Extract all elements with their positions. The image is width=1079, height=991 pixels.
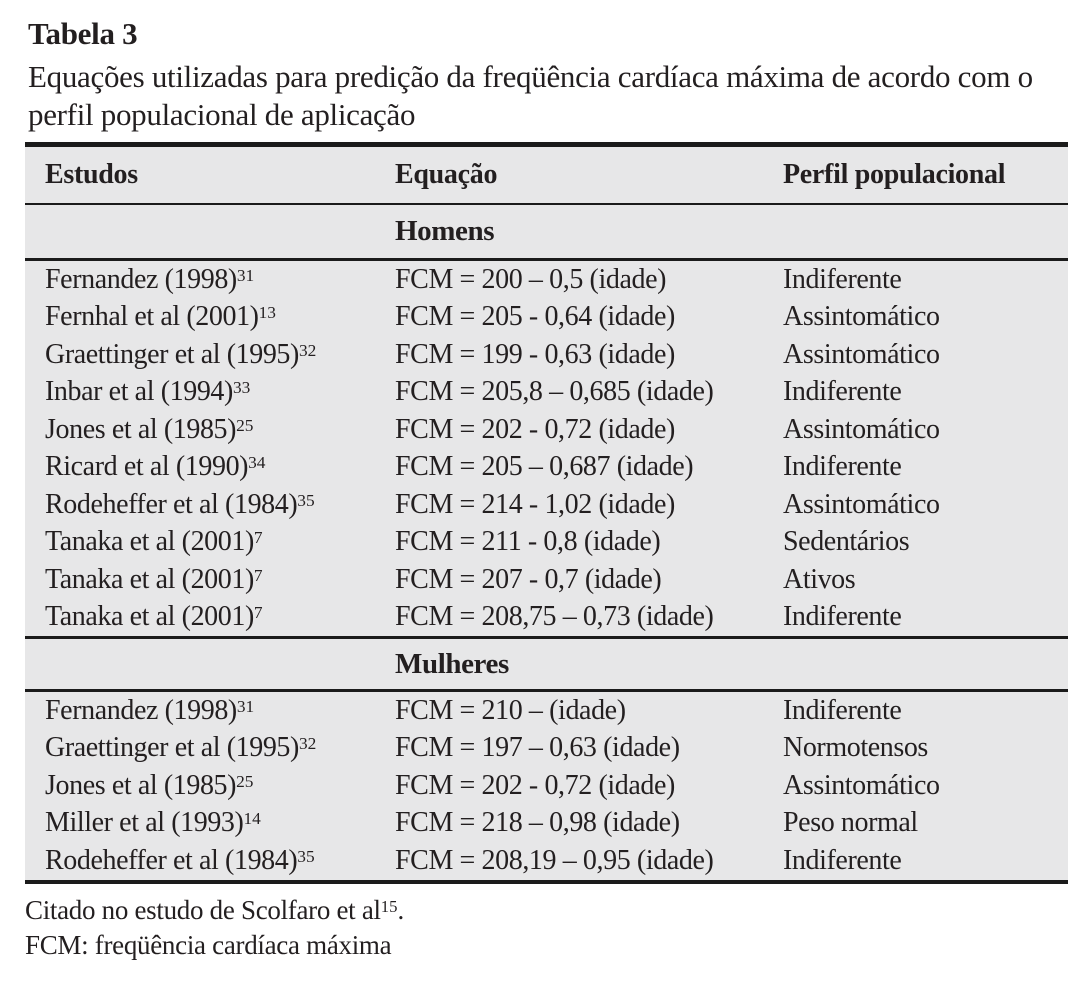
table-row: Tanaka et al (2001)7 FCM = 207 - 0,7 (ida… <box>25 561 1068 599</box>
column-header-estudos: Estudos <box>45 159 138 190</box>
table-row: Fernhal et al (2001)13 FCM = 205 - 0,64 (… <box>25 299 1068 337</box>
table-caption: Equações utilizadas para predição da fre… <box>28 59 1033 132</box>
profile-cell: Ativos <box>783 563 856 595</box>
profile-cell: Assintomático <box>783 338 940 370</box>
equation-cell: FCM = 208,75 – 0,73 (idade) <box>395 601 714 633</box>
paper-table-figure: Tabela 3 Equações utilizadas para prediç… <box>25 16 1068 963</box>
study-cell: Fernandez (1998)31 <box>45 694 255 726</box>
equation-cell: FCM = 205 – 0,687 (idade) <box>395 451 694 483</box>
profile-cell: Assintomático <box>783 488 940 520</box>
equation-cell: FCM = 207 - 0,7 (idade) <box>395 563 662 595</box>
table-row: Graettinger et al (1995)32 FCM = 199 - 0,… <box>25 336 1068 374</box>
reference-superscript: 7 <box>253 603 263 623</box>
table-footnotes: Citado no estudo de Scolfaro et al15. FCM… <box>25 893 1068 963</box>
table-row: Tanaka et al (2001)7 FCM = 211 - 0,8 (ida… <box>25 524 1068 562</box>
study-cell: Jones et al (1985)25 <box>45 413 254 445</box>
study-cell: Fernhal et al (2001)13 <box>45 301 276 333</box>
footnote-line: Citado no estudo de Scolfaro et al15. <box>25 894 404 925</box>
profile-cell: Indiferente <box>783 451 902 483</box>
study-cell: Inbar et al (1994)33 <box>45 376 251 408</box>
table-header-row: Estudos Equação Perfil populacional <box>25 147 1068 205</box>
equation-cell: FCM = 202 - 0,72 (idade) <box>395 769 675 801</box>
table-row: Rodeheffer et al (1984)35 FCM = 214 - 1,0… <box>25 486 1068 524</box>
equation-cell: FCM = 199 - 0,63 (idade) <box>395 338 675 370</box>
table-row: Graettinger et al (1995)32 FCM = 197 – 0,… <box>25 730 1068 768</box>
equation-cell: FCM = 197 – 0,63 (idade) <box>395 732 680 764</box>
reference-superscript: 7 <box>253 528 263 548</box>
equation-cell: FCM = 214 - 1,02 (idade) <box>395 488 675 520</box>
equation-cell: FCM = 208,19 – 0,95 (idade) <box>395 844 714 876</box>
footnote-line: FCM: freqüência cardíaca máxima <box>25 929 392 960</box>
study-cell: Graettinger et al (1995)32 <box>45 732 317 764</box>
reference-superscript: 33 <box>232 378 251 398</box>
reference-superscript: 35 <box>297 490 315 510</box>
column-header-perfil-populacional: Perfil populacional <box>783 159 1006 190</box>
section-header-label: Mulheres <box>395 647 509 680</box>
profile-cell: Indiferente <box>783 376 902 408</box>
equation-cell: FCM = 205 - 0,64 (idade) <box>395 301 675 333</box>
table-row: Inbar et al (1994)33 FCM = 205,8 – 0,685 … <box>25 374 1068 412</box>
equation-cell: FCM = 205,8 – 0,685 (idade) <box>395 376 714 408</box>
table-row: Miller et al (1993)14 FCM = 218 – 0,98 (i… <box>25 805 1068 843</box>
equation-cell: FCM = 218 – 0,98 (idade) <box>395 807 680 839</box>
table-number-title: Tabela 3 <box>28 16 138 51</box>
table-row: Jones et al (1985)25 FCM = 202 - 0,72 (id… <box>25 411 1068 449</box>
reference-superscript: 31 <box>236 696 255 716</box>
profile-cell: Indiferente <box>783 694 902 726</box>
reference-superscript: 25 <box>236 771 254 791</box>
profile-cell: Assintomático <box>783 413 940 445</box>
equation-cell: FCM = 200 – 0,5 (idade) <box>395 263 667 295</box>
reference-superscript: 31 <box>236 265 255 285</box>
table-row: Rodeheffer et al (1984)35 FCM = 208,19 – … <box>25 842 1068 880</box>
reference-superscript: 14 <box>243 809 261 829</box>
reference-superscript: 13 <box>258 303 276 323</box>
table-row: Fernandez (1998)31 FCM = 200 – 0,5 (idade… <box>25 261 1068 299</box>
profile-cell: Indiferente <box>783 263 902 295</box>
table-row: Ricard et al (1990)34 FCM = 205 – 0,687 (… <box>25 449 1068 487</box>
study-cell: Rodeheffer et al (1984)35 <box>45 488 315 520</box>
table-row: Fernandez (1998)31 FCM = 210 – (idade) Ind… <box>25 692 1068 730</box>
profile-cell: Assintomático <box>783 301 940 333</box>
study-cell: Tanaka et al (2001)7 <box>45 601 263 633</box>
study-cell: Tanaka et al (2001)7 <box>45 563 263 595</box>
reference-superscript: 32 <box>298 734 317 754</box>
table-body: Homens Fernandez (1998)31 FCM = 200 – 0,5 … <box>25 205 1068 880</box>
study-cell: Miller et al (1993)14 <box>45 807 261 839</box>
profile-cell: Normotensos <box>783 732 928 764</box>
reference-superscript: 32 <box>298 340 317 360</box>
reference-superscript: 35 <box>297 846 315 866</box>
reference-superscript: 34 <box>248 453 266 473</box>
study-cell: Ricard et al (1990)34 <box>45 451 266 483</box>
profile-cell: Sedentários <box>783 526 910 558</box>
study-cell: Graettinger et al (1995)32 <box>45 338 317 370</box>
section-header-label: Homens <box>395 215 495 247</box>
profile-cell: Assintomático <box>783 769 940 801</box>
profile-cell: Indiferente <box>783 601 902 633</box>
table-row: Tanaka et al (2001)7 FCM = 208,75 – 0,73 … <box>25 599 1068 637</box>
study-cell: Jones et al (1985)25 <box>45 769 254 801</box>
section-header-mulheres: Mulheres <box>25 636 1068 692</box>
profile-cell: Indiferente <box>783 844 902 876</box>
study-cell: Rodeheffer et al (1984)35 <box>45 844 315 876</box>
study-cell: Fernandez (1998)31 <box>45 263 255 295</box>
table-row: Jones et al (1985)25 FCM = 202 - 0,72 (id… <box>25 767 1068 805</box>
column-header-equacao: Equação <box>395 159 498 190</box>
data-table: Estudos Equação Perfil populacional Home… <box>25 142 1068 884</box>
equation-cell: FCM = 210 – (idade) <box>395 694 626 726</box>
reference-superscript: 15 <box>380 896 398 916</box>
section-header-homens: Homens <box>25 205 1068 261</box>
equation-cell: FCM = 202 - 0,72 (idade) <box>395 413 675 445</box>
study-cell: Tanaka et al (2001)7 <box>45 526 263 558</box>
equation-cell: FCM = 211 - 0,8 (idade) <box>395 526 661 558</box>
reference-superscript: 7 <box>253 565 263 585</box>
profile-cell: Peso normal <box>783 807 918 839</box>
reference-superscript: 25 <box>236 415 254 435</box>
